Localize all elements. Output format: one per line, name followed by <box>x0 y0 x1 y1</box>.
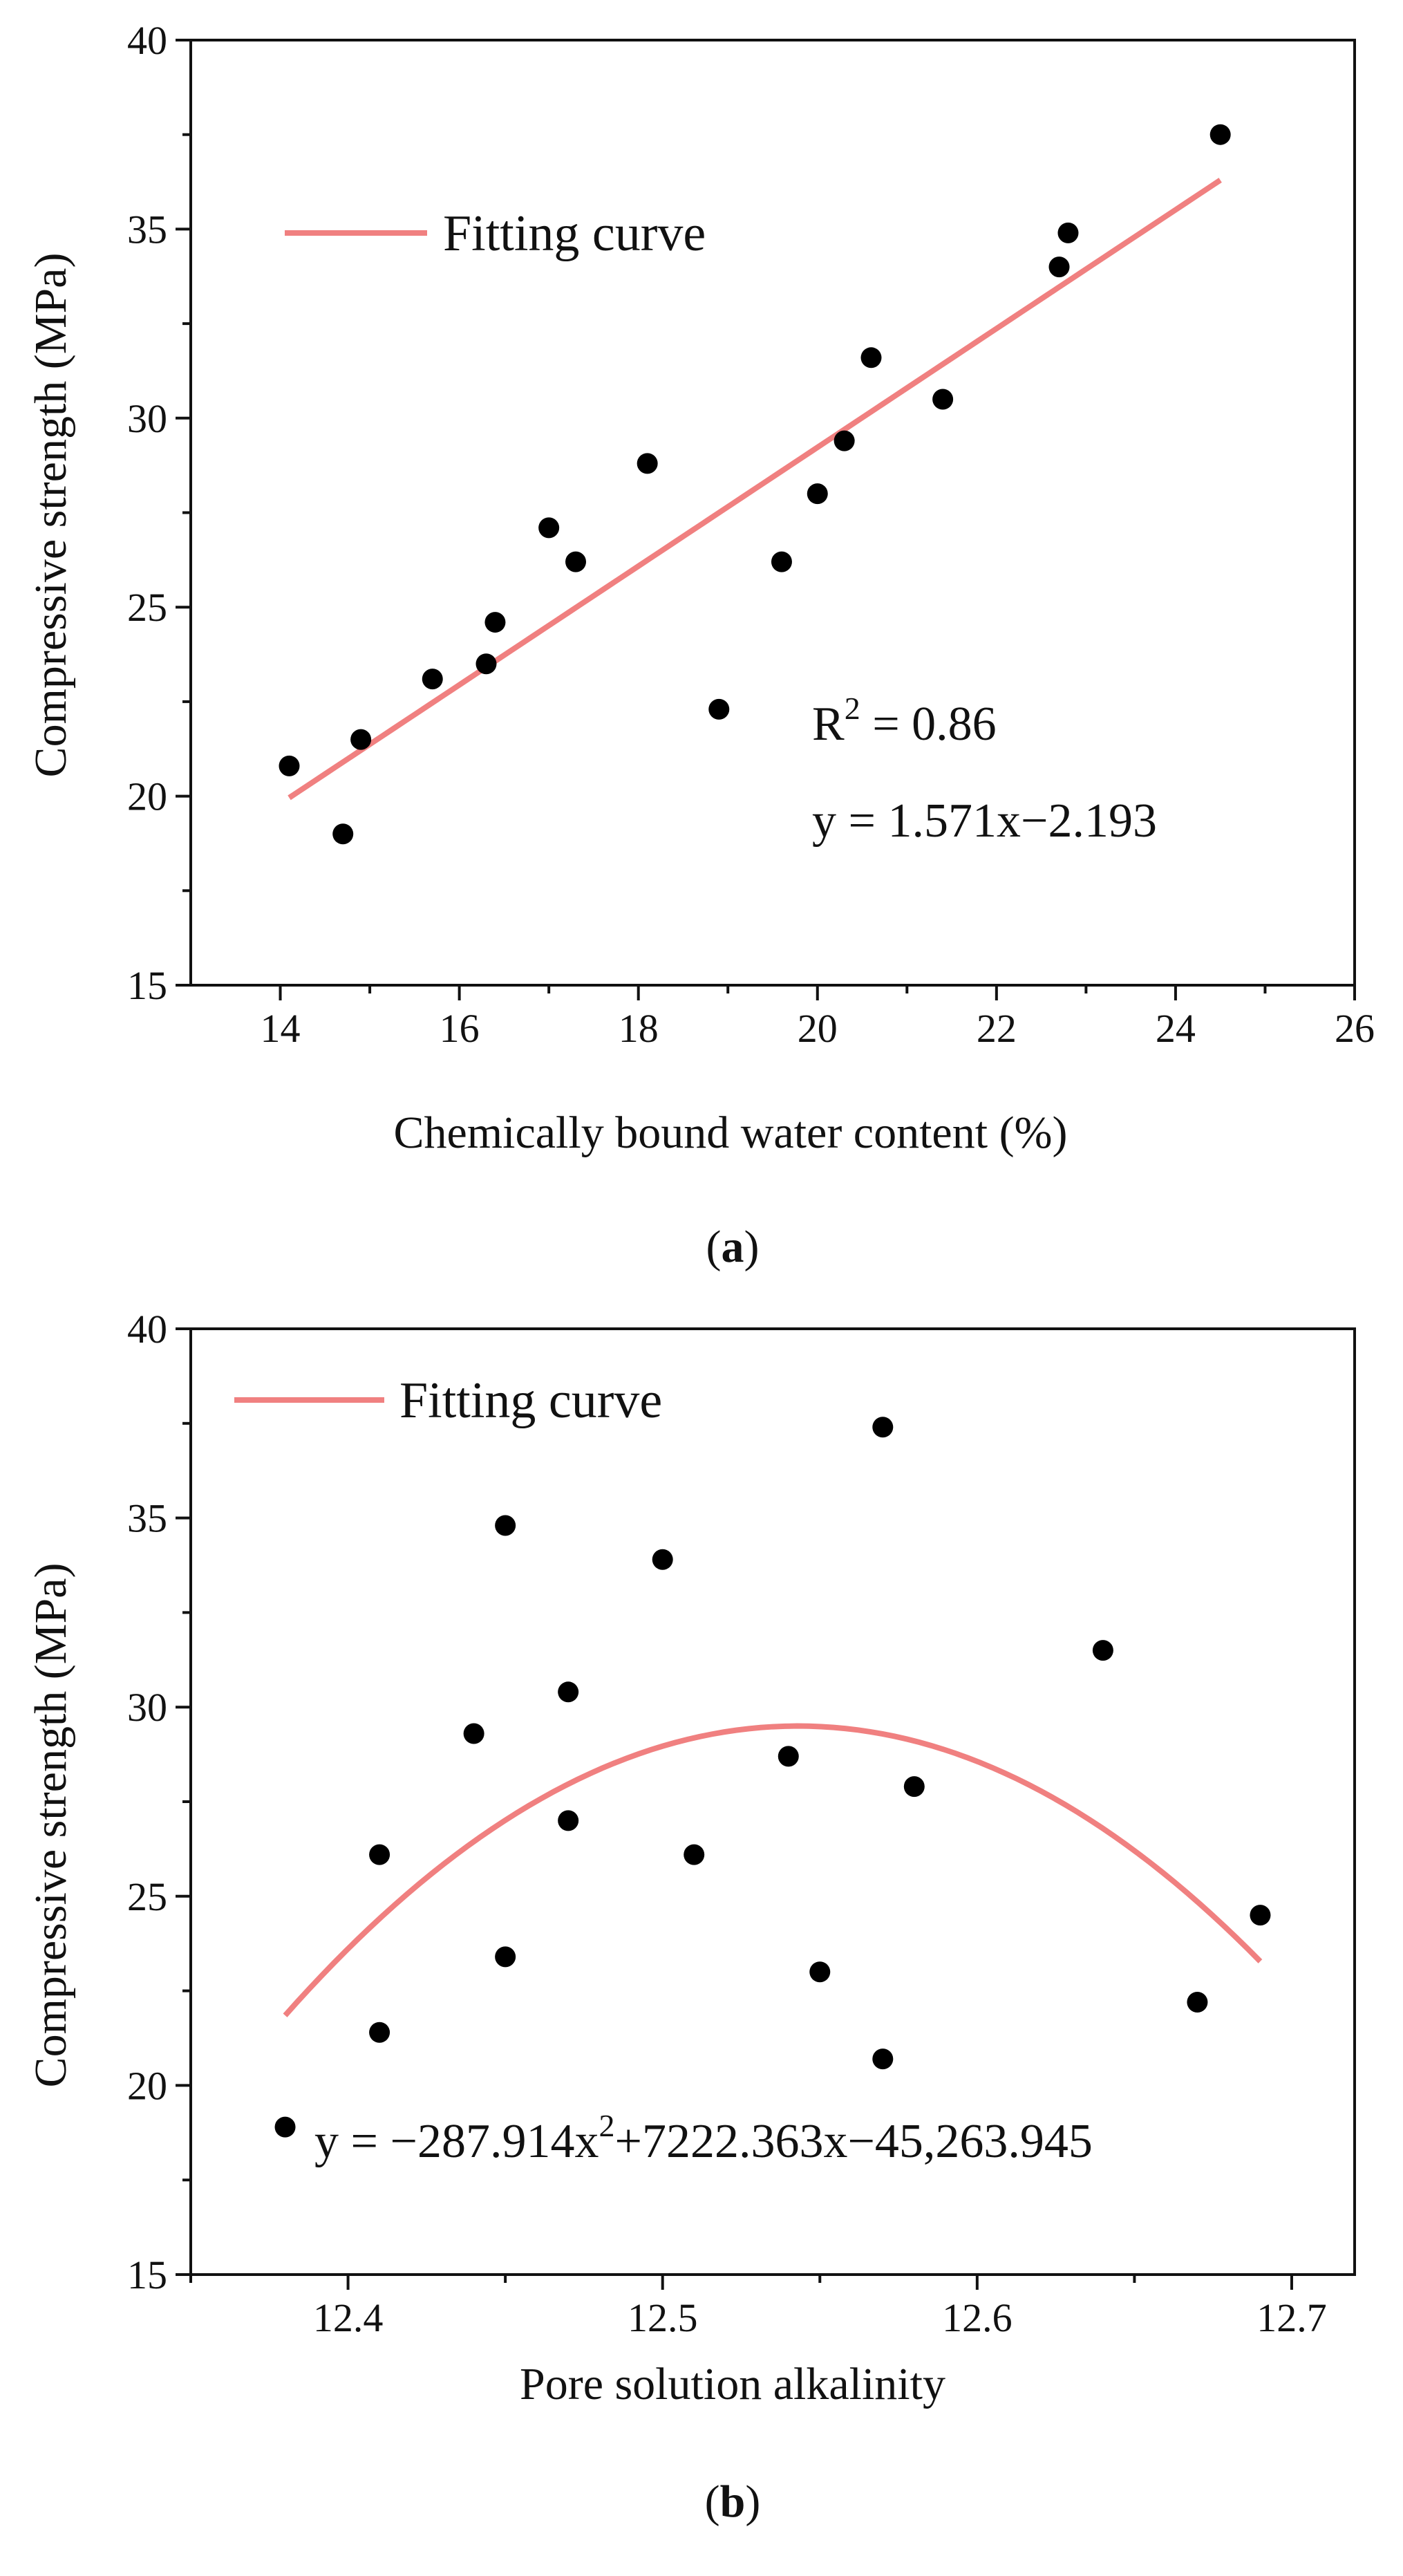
data-point <box>538 517 560 539</box>
data-point <box>860 347 882 368</box>
y-tick-label: 40 <box>127 1307 167 1352</box>
data-point <box>1209 124 1231 145</box>
data-point <box>807 483 828 505</box>
data-point <box>558 1810 579 1831</box>
x-tick-label: 12.4 <box>313 2295 384 2340</box>
x-tick-label: 22 <box>977 1006 1017 1051</box>
data-point <box>771 551 792 572</box>
panel-label-b: (b) <box>705 2476 761 2527</box>
y-tick-label: 20 <box>127 774 167 819</box>
eq-prefix-b: y = −287.914x <box>314 2115 599 2168</box>
plot-frame-a <box>189 39 1356 987</box>
y-tick-label: 35 <box>127 207 167 252</box>
x-tick-label: 12.5 <box>628 2295 698 2340</box>
y-axis-title-b: Compressive strength (MPa) <box>26 1563 76 2088</box>
data-point <box>1048 256 1070 278</box>
fit-curve-layer-b <box>283 1723 1263 2017</box>
x-tick-label: 16 <box>440 1006 480 1051</box>
chart-panel-b: 12.4 12.5 12.6 12.7 15 20 25 30 35 40 Fitting cur… <box>26 1307 1356 2527</box>
y-tick-label: 25 <box>127 1874 167 1919</box>
data-point <box>475 653 497 675</box>
panel-letter-b: b <box>720 2476 746 2527</box>
data-point <box>495 1946 516 1968</box>
data-point <box>903 1776 925 1798</box>
data-point <box>1250 1905 1271 1926</box>
y-tick-label: 20 <box>127 2063 167 2108</box>
data-point <box>1057 222 1079 243</box>
data-point <box>558 1681 579 1703</box>
r2-value: = 0.86 <box>860 698 997 751</box>
fit-line <box>288 178 1222 801</box>
x-tick-label: 12.6 <box>942 2295 1013 2340</box>
data-point <box>778 1746 799 1767</box>
data-point <box>484 612 506 633</box>
data-point <box>684 1844 705 1865</box>
data-point <box>652 1549 673 1570</box>
data-point <box>1187 1992 1208 2013</box>
data-point <box>565 551 587 572</box>
r2-prefix: R <box>812 698 845 751</box>
data-point <box>463 1723 484 1744</box>
points-layer-b <box>274 1417 1271 2138</box>
r2-annotation: R2 = 0.86 <box>812 691 997 751</box>
y-tick-label: 25 <box>127 585 167 630</box>
data-point <box>809 1961 831 1983</box>
data-point <box>495 1515 516 1536</box>
legend-b: Fitting curve <box>234 1372 662 1429</box>
equation-annotation-b: y = −287.914x2+7222.363x−45,263.945 <box>314 2108 1093 2168</box>
panel-label-a: (a) <box>706 1222 760 1272</box>
data-point <box>350 729 372 750</box>
data-point <box>422 669 443 690</box>
legend-label-b: Fitting curve <box>399 1372 662 1429</box>
y-tick-label: 30 <box>127 396 167 441</box>
x-axis-title-b: Pore solution alkalinity <box>520 2359 945 2409</box>
plot-frame-b <box>189 1327 1356 2276</box>
data-point <box>834 430 855 451</box>
ticks-layer-a: 14 16 18 20 22 24 26 15 20 25 30 35 40 <box>127 18 1375 1051</box>
y-tick-label: 15 <box>127 963 167 1008</box>
data-point <box>872 2048 894 2070</box>
data-point <box>274 2116 296 2138</box>
x-tick-label: 12.7 <box>1256 2295 1327 2340</box>
y-tick-label: 30 <box>127 1685 167 1730</box>
data-point <box>279 755 300 776</box>
y-tick-label: 35 <box>127 1496 167 1541</box>
x-tick-label: 20 <box>798 1006 838 1051</box>
eq-power-b: 2 <box>599 2108 614 2143</box>
x-tick-label: 14 <box>261 1006 301 1051</box>
data-point <box>1092 1640 1113 1661</box>
data-point <box>708 698 730 720</box>
data-point <box>637 453 658 474</box>
y-tick-label: 40 <box>127 18 167 63</box>
y-axis-title-a: Compressive strength (MPa) <box>26 253 76 778</box>
data-point <box>332 823 354 845</box>
eq-suffix-b: +7222.363x−45,263.945 <box>614 2115 1092 2168</box>
equation-annotation-a: y = 1.571x−2.193 <box>812 794 1157 848</box>
panel-letter-a: a <box>722 1222 744 1272</box>
chart-panel-a: 14 16 18 20 22 24 26 15 20 25 30 35 40 Fitting curve… <box>26 18 1375 1272</box>
legend-label-a: Fitting curve <box>443 205 706 262</box>
r2-power: 2 <box>845 691 860 726</box>
data-point <box>369 2022 390 2043</box>
y-tick-label: 15 <box>127 2252 167 2297</box>
x-tick-label: 24 <box>1156 1006 1196 1051</box>
x-axis-title-a: Chemically bound water content (%) <box>393 1108 1067 1158</box>
data-point <box>369 1844 390 1865</box>
fit-line-layer-a <box>288 178 1222 801</box>
points-layer-a <box>279 124 1231 845</box>
x-tick-label: 18 <box>619 1006 659 1051</box>
data-point <box>872 1417 894 1438</box>
data-point <box>932 389 954 410</box>
x-tick-label: 26 <box>1335 1006 1375 1051</box>
legend-a: Fitting curve <box>285 205 706 262</box>
fit-line <box>283 1723 1263 2017</box>
